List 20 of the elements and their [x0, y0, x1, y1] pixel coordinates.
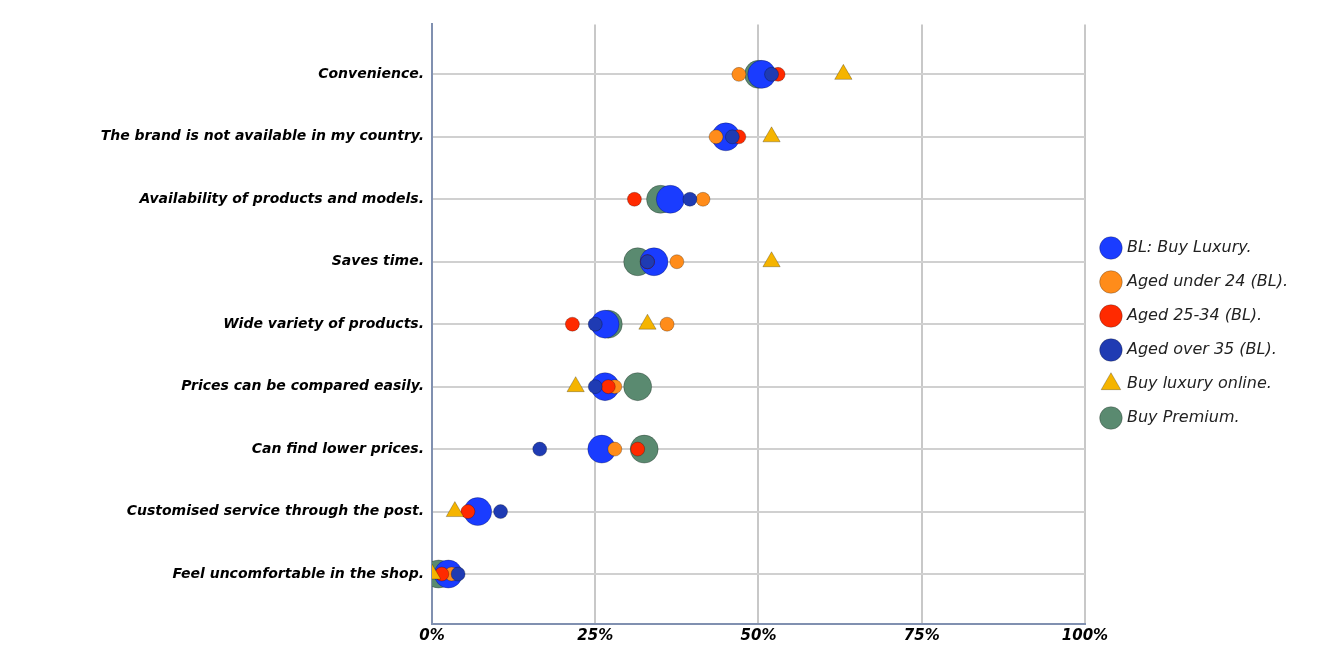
legend-label: Aged over 35 (BL). [1125, 339, 1277, 359]
x-tick-label: 50% [740, 625, 777, 644]
x-tick-label: 100% [1061, 625, 1109, 644]
legend-label: Buy luxury online. [1126, 373, 1272, 393]
y-tick-label: Saves time. [331, 252, 424, 269]
y-tick-label: The brand is not available in my country. [100, 127, 424, 144]
legend-label: BL: Buy Luxury. [1126, 237, 1252, 257]
y-tick-label: Prices can be compared easily. [181, 377, 424, 394]
x-tick-label: 75% [903, 625, 940, 644]
y-tick-label: Wide variety of products. [223, 314, 424, 331]
x-tick-label: 0% [419, 625, 445, 644]
legend-label: Aged 25-34 (BL). [1125, 305, 1263, 325]
y-tick-label: Feel uncomfortable in the shop. [172, 564, 424, 581]
y-tick-label: Can find lower prices. [251, 439, 424, 456]
x-tick-label: 25% [577, 625, 614, 644]
legend-label: Buy Premium. [1126, 407, 1240, 427]
y-tick-label: Availability of products and models. [138, 189, 424, 206]
y-tick-label: Convenience. [318, 65, 424, 82]
y-tick-label: Customised service through the post. [126, 502, 424, 519]
legend-label: Aged under 24 (BL). [1125, 271, 1289, 291]
